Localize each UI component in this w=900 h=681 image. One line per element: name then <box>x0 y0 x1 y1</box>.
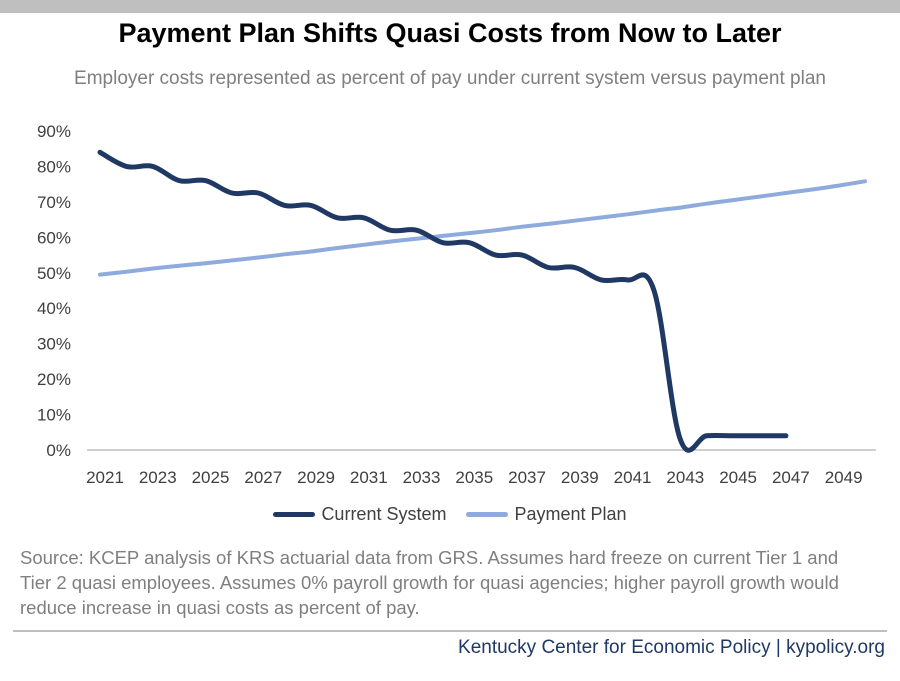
x-tick-label: 2037 <box>508 468 546 487</box>
x-tick-label: 2033 <box>403 468 441 487</box>
x-tick-label: 2039 <box>561 468 599 487</box>
x-tick-label: 2043 <box>666 468 704 487</box>
legend-item-payment-plan: Payment Plan <box>466 504 627 525</box>
series-layer <box>97 149 867 453</box>
y-tick-label: 70% <box>37 193 71 212</box>
x-tick-label: 2025 <box>192 468 230 487</box>
x-tick-label: 2029 <box>297 468 335 487</box>
legend-label-payment-plan: Payment Plan <box>514 504 627 524</box>
x-tick-label: 2027 <box>244 468 282 487</box>
source-note: Source: KCEP analysis of KRS actuarial d… <box>20 547 839 618</box>
x-tick-label: 2035 <box>455 468 493 487</box>
y-tick-label: 0% <box>46 441 71 460</box>
x-tick-label: 2045 <box>719 468 757 487</box>
top-divider-bar <box>0 0 900 13</box>
x-tick-label: 2021 <box>86 468 124 487</box>
y-tick-label: 20% <box>37 370 71 389</box>
y-tick-label: 10% <box>37 406 71 425</box>
chart-title: Payment Plan Shifts Quasi Costs from Now… <box>118 18 782 48</box>
footer-credit: Kentucky Center for Economic Policy | ky… <box>458 637 885 658</box>
series-line-payment-plan <box>98 179 867 277</box>
y-axis-ticks: 0% 10% 20% 30% 40% 50% 60% 70% 80% 90% <box>37 122 71 460</box>
chart-subtitle: Employer costs represented as percent of… <box>74 68 826 89</box>
series-line-current-system <box>97 149 789 453</box>
x-tick-label: 2047 <box>772 468 810 487</box>
legend-item-current-system: Current System <box>273 504 446 525</box>
legend-swatch-current-system <box>273 512 316 517</box>
legend-swatch-payment-plan <box>466 512 509 517</box>
x-axis-ticks: 2021 2023 2025 2027 2029 2031 2033 2035 2037 2039… <box>86 468 862 487</box>
y-tick-label: 40% <box>37 299 71 318</box>
line-chart: 0%10%20%30%40%50%60%70%80%90% 2021 2023 20… <box>37 122 876 487</box>
x-tick-label: 2031 <box>350 468 388 487</box>
y-tick-label: 60% <box>37 228 71 247</box>
legend-label-current-system: Current System <box>321 504 447 524</box>
y-tick-label: 80% <box>37 157 71 176</box>
x-tick-label: 2049 <box>825 468 863 487</box>
y-tick-label: 90% <box>37 122 71 141</box>
y-tick-label: 30% <box>37 335 71 354</box>
x-tick-label: 2041 <box>614 468 652 487</box>
chart-legend: Current System Payment Plan <box>0 504 900 525</box>
bottom-divider <box>13 630 887 632</box>
x-tick-label: 2023 <box>139 468 177 487</box>
y-tick-label: 50% <box>37 264 71 283</box>
